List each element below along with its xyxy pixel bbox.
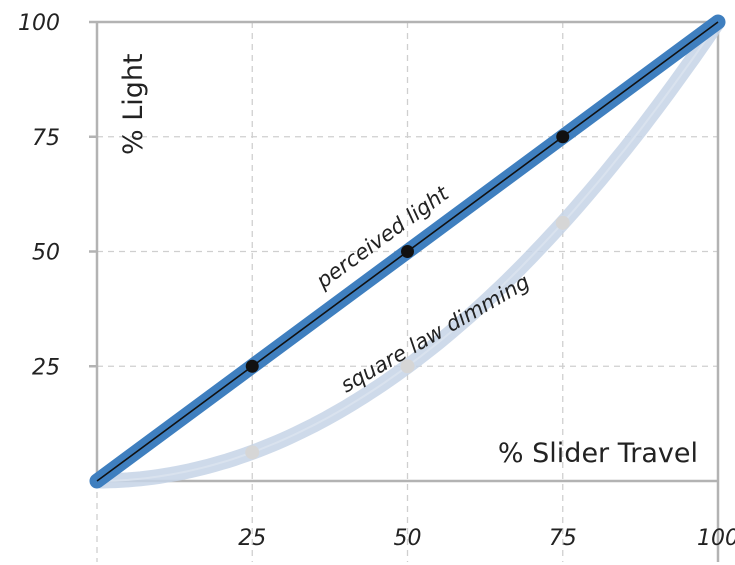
- square-law-point-25: [245, 445, 260, 460]
- y-tick-label-25: 25: [32, 355, 60, 380]
- y-tick-label-50: 50: [32, 241, 60, 266]
- y-tick-label-100: 100: [18, 11, 60, 36]
- x-tick-label-100: 100: [697, 526, 735, 551]
- tick-labels: 25 50 75 100 25 50 75 100: [18, 11, 735, 551]
- perceived-light-point-50: [401, 245, 414, 258]
- x-tick-label-50: 50: [394, 526, 422, 551]
- x-tick-label-25: 25: [238, 526, 266, 551]
- marker-layer: [245, 130, 570, 460]
- perceived-light-point-25: [245, 359, 259, 373]
- x-axis-title: % Slider Travel: [498, 438, 698, 469]
- square-law-point-50: [400, 359, 415, 374]
- plot-frame: [89, 20, 720, 562]
- y-tick-label-75: 75: [32, 126, 60, 151]
- x-tick-label-75: 75: [549, 526, 577, 551]
- perceived-light-point-75: [556, 130, 570, 144]
- y-axis-title: % Light: [118, 53, 149, 155]
- square-law-point-75: [555, 215, 570, 230]
